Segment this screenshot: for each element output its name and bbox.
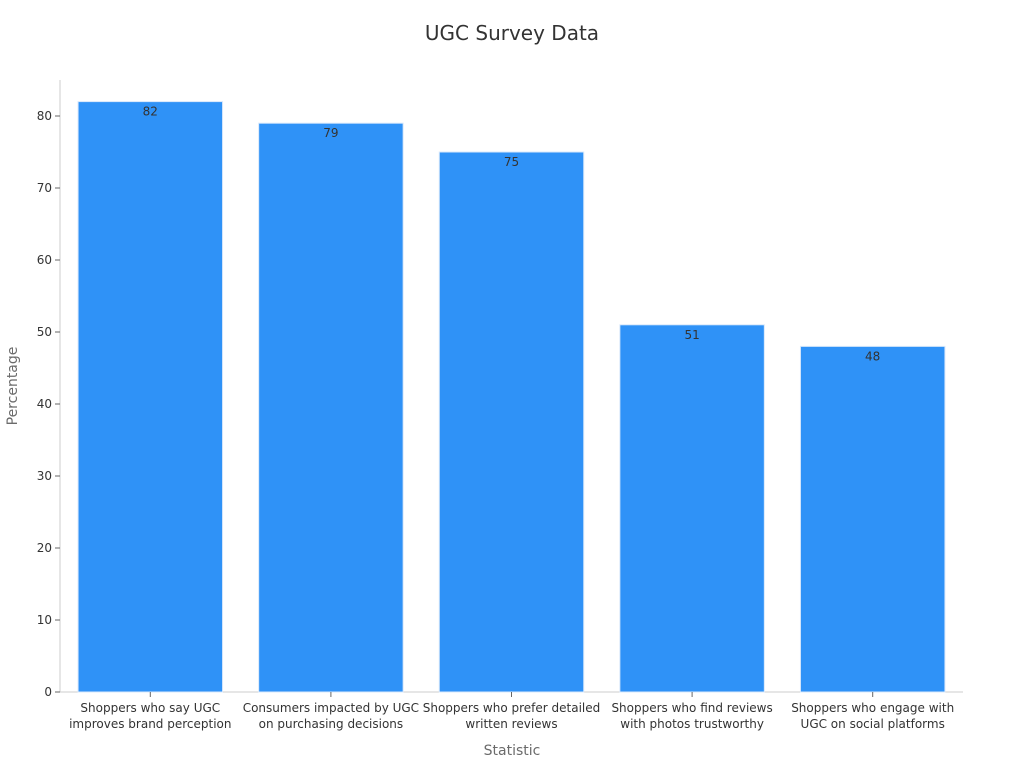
y-tick-label: 50 xyxy=(37,325,52,339)
y-tick-label: 10 xyxy=(37,613,52,627)
y-tick-label: 40 xyxy=(37,397,52,411)
y-tick-label: 80 xyxy=(37,109,52,123)
x-tick-label: written reviews xyxy=(465,717,557,731)
plot-area: 0 10 20 30 40 50 60 70 80 82 Shoppers who say UGC i… xyxy=(37,80,963,731)
x-axis-title: Statistic xyxy=(484,743,541,759)
x-tick-label: with photos trustworthy xyxy=(620,717,764,731)
y-tick-label: 70 xyxy=(37,181,52,195)
x-tick-label: Shoppers who engage with xyxy=(791,701,954,715)
bar-value-label: 51 xyxy=(684,328,699,342)
bar xyxy=(799,345,946,693)
bar-value-label: 79 xyxy=(323,126,338,140)
bar xyxy=(438,151,585,693)
bar-value-label: 75 xyxy=(504,155,519,169)
y-tick-label: 0 xyxy=(44,685,52,699)
y-tick-label: 30 xyxy=(37,469,52,483)
x-tick-label: UGC on social platforms xyxy=(801,717,945,731)
x-tick-label: Shoppers who find reviews xyxy=(611,701,772,715)
x-tick-label: Shoppers who prefer detailed xyxy=(423,701,601,715)
bar xyxy=(619,324,765,693)
bar xyxy=(77,101,224,693)
bar-value-label: 82 xyxy=(143,105,158,119)
x-tick-label: Shoppers who say UGC xyxy=(80,701,220,715)
bar-value-label: 48 xyxy=(865,349,880,363)
x-tick-label: Consumers impacted by UGC xyxy=(243,701,419,715)
y-tick-label: 60 xyxy=(37,253,52,267)
bar xyxy=(258,122,404,693)
y-tick-label: 20 xyxy=(37,541,52,555)
y-axis-title: Percentage xyxy=(5,347,21,426)
chart-title: UGC Survey Data xyxy=(425,21,599,45)
x-tick-label: improves brand perception xyxy=(69,717,231,731)
x-tick-label: on purchasing decisions xyxy=(259,717,404,731)
